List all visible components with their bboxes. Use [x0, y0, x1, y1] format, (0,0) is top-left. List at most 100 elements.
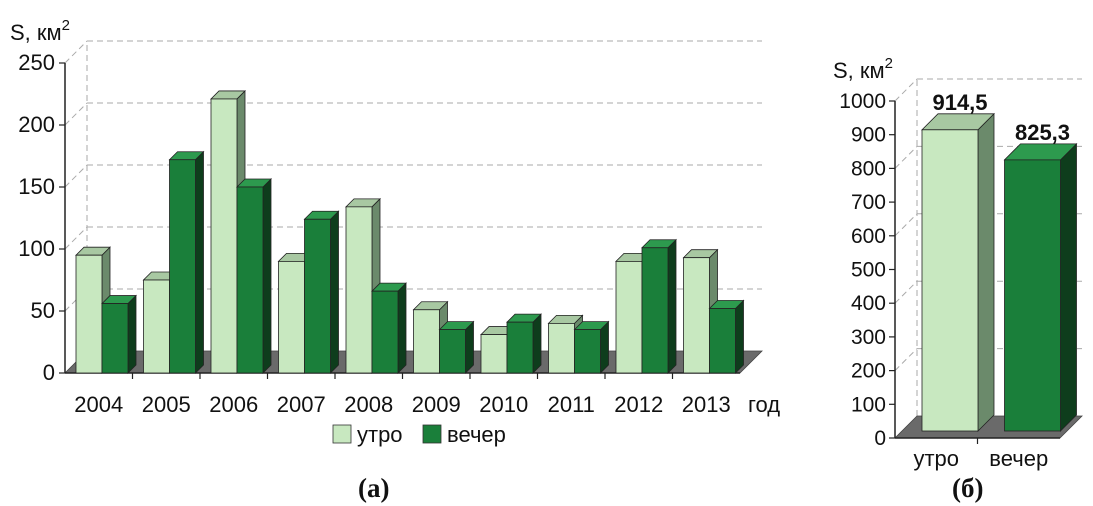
bar-evening-2010-side [532, 313, 542, 374]
legend-swatch-evening [422, 424, 442, 444]
bar-morning-2010-front [480, 334, 508, 374]
chart-b-caption: (б) [952, 473, 983, 503]
bar-evening-total-front [1004, 159, 1061, 432]
chart-a-legend: утро вечер [332, 422, 506, 447]
bar-evening-2011 [573, 320, 610, 374]
y-tick-label: 50 [31, 298, 55, 323]
legend-label-evening: вечер [447, 422, 506, 447]
y-tick-label: 0 [43, 360, 55, 385]
bar-morning-2004-front [75, 254, 103, 374]
bar-morning-2006-front [210, 98, 238, 374]
bar-evening-2011-side [600, 320, 609, 374]
x-tick-label: 2012 [614, 392, 663, 417]
bar-morning-2007-front [278, 260, 305, 374]
bar-morning-2013 [682, 248, 719, 374]
bar-evening-total [1003, 142, 1078, 432]
y-tick-label: 150 [18, 174, 55, 199]
y-tick-label: 800 [851, 157, 886, 180]
bar-evening-2004 [101, 294, 137, 374]
legend-swatch-morning [332, 424, 352, 444]
bar-evening-2007-front [304, 218, 331, 374]
y-tick-label: 900 [851, 124, 886, 147]
chart-a-caption: (a) [358, 473, 389, 503]
grid-diag [894, 146, 918, 169]
bar-evening-2013-front [709, 308, 736, 374]
y-tick-label: 0 [874, 427, 886, 450]
bar-evening-2008-front [371, 290, 399, 374]
x-tick-label: 2013 [682, 392, 731, 417]
bar-morning-total [921, 112, 995, 432]
value-label: 914,5 [932, 90, 987, 115]
bar-morning-2005-front [143, 279, 170, 374]
grid-diag [64, 40, 88, 64]
bar-evening-2007 [303, 210, 340, 374]
bar-evening-2004-front [101, 303, 129, 374]
chart-b-ylabel: S, км2 [833, 55, 893, 83]
y-tick-label: 250 [18, 50, 55, 75]
bar-evening-2009-side [465, 320, 474, 374]
y-tick-label: 100 [18, 236, 55, 261]
y-tick-label: 100 [851, 393, 886, 416]
bar-morning-total-side [977, 112, 995, 432]
bar-evening-2006-side [262, 178, 272, 374]
bar-evening-2006 [236, 178, 272, 374]
chart-b-ylabel-sup: 2 [885, 55, 893, 72]
x-tick-label: 2006 [209, 392, 258, 417]
bar-evening-2010-front [506, 321, 534, 374]
bar-evening-2006-front [236, 186, 264, 374]
chart-a-xlabel: год [748, 392, 780, 417]
bar-evening-2012-front [641, 247, 669, 374]
bar-evening-2005 [168, 150, 205, 374]
bar-morning-2013-front [683, 257, 710, 374]
bar-evening-2005-front [169, 159, 196, 374]
bar-evening-2008-side [397, 282, 407, 374]
y-tick-label: 500 [851, 259, 886, 282]
grid-diag [894, 213, 918, 237]
bar-morning-2008-front [345, 206, 373, 374]
x-tick-label: 2009 [412, 392, 461, 417]
x-tick-label: 2005 [142, 392, 191, 417]
x-tick-label: 2007 [277, 392, 326, 417]
bar-evening-2013 [708, 299, 745, 374]
chart-a-ylabel: S, км2 [10, 17, 70, 45]
bar-evening-2008 [371, 282, 407, 374]
bar-evening-2012-side [667, 238, 677, 374]
bar-evening-2012 [641, 238, 677, 374]
y-tick-label: 1000 [839, 90, 886, 113]
y-tick-label: 400 [851, 292, 886, 315]
bar-evening-total-side [1060, 142, 1077, 432]
grid-diag [894, 348, 918, 371]
bar-evening-2004-side [127, 294, 137, 374]
grid-diag [894, 280, 918, 304]
bar-evening-2009 [438, 320, 475, 374]
chart-b: 0 100 200 300 400 500 600 700 800 900 1000 914,5 утр… [839, 78, 1083, 471]
y-tick-label: 700 [851, 191, 886, 214]
bar-morning-total-front [921, 129, 979, 432]
bar-evening-2005-side [195, 150, 204, 374]
x-tick-label: 2004 [74, 392, 123, 417]
bar-evening-2010 [506, 313, 542, 374]
grid-diag [64, 226, 88, 250]
x-tick-label: вечер [989, 446, 1048, 471]
grid-diag [64, 102, 88, 126]
bar-evening-2011-front [574, 329, 601, 374]
y-tick-label: 300 [851, 326, 886, 349]
bar-evening-2009-front [439, 329, 466, 374]
bar-morning-2011-front [548, 322, 575, 374]
bar-morning-2009-front [413, 309, 440, 374]
y-tick-label: 200 [851, 360, 886, 383]
value-label: 825,3 [1015, 120, 1070, 145]
chart-a-ylabel-sup: 2 [62, 17, 70, 34]
x-tick-label: 2010 [479, 392, 528, 417]
x-tick-label: 2011 [548, 392, 595, 417]
grid-diag [64, 164, 88, 188]
y-tick-label: 600 [851, 225, 886, 248]
grid-diag [894, 78, 918, 102]
x-tick-label: 2008 [344, 392, 393, 417]
bar-evening-2013-side [735, 299, 744, 374]
chart-a: 0 50 100 150 200 250 2004 2005 2006 2007 2008 2009 2… [18, 40, 763, 417]
x-tick-label: утро [913, 446, 959, 471]
legend-label-morning: утро [357, 422, 403, 447]
y-tick-label: 200 [18, 112, 55, 137]
